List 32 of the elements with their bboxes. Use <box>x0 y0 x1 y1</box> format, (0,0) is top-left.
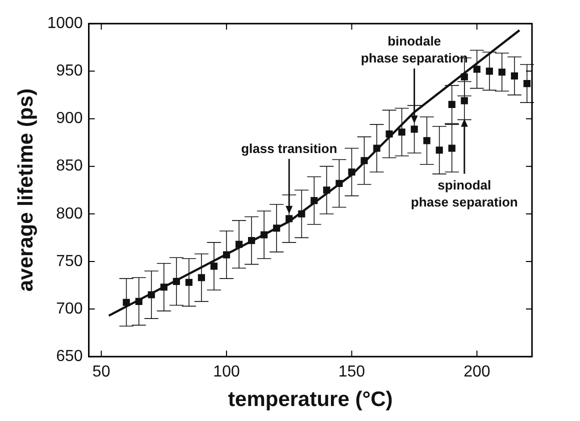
y-tick-label: 700 <box>56 300 83 318</box>
point <box>523 80 531 88</box>
point <box>436 146 443 154</box>
point <box>473 66 480 73</box>
x-tick-label: 50 <box>92 364 110 381</box>
y-axis-title: average lifetime (ps) <box>14 88 38 292</box>
annotation: glass transition <box>241 140 338 156</box>
y-tick-label: 750 <box>56 252 83 270</box>
y-tick-label: 650 <box>56 348 83 366</box>
annotation: spinodal phase separation <box>410 178 518 210</box>
x-axis-title: temperature (°C) <box>228 388 393 412</box>
y-tick-label: 800 <box>56 205 83 222</box>
x-tick-label: 100 <box>213 364 240 381</box>
y-tick-label: 850 <box>56 158 83 175</box>
point <box>460 97 468 104</box>
point <box>210 262 218 270</box>
point <box>185 278 192 286</box>
x-tick-label: 200 <box>464 364 490 381</box>
point <box>198 274 206 282</box>
point <box>410 126 418 133</box>
y-tick-label: 900 <box>56 110 83 128</box>
point <box>448 144 456 152</box>
point <box>398 128 406 136</box>
point <box>510 72 518 80</box>
point <box>448 100 456 108</box>
point <box>486 68 493 75</box>
point <box>423 137 430 144</box>
x-tick-label: 150 <box>338 364 366 381</box>
y-tick-label: 1000 <box>47 15 83 32</box>
y-tick-label: 950 <box>56 62 83 80</box>
annotation: binodale phase separation <box>360 34 468 66</box>
point <box>498 68 506 76</box>
